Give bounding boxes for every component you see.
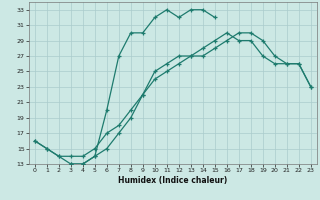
X-axis label: Humidex (Indice chaleur): Humidex (Indice chaleur) (118, 176, 228, 185)
